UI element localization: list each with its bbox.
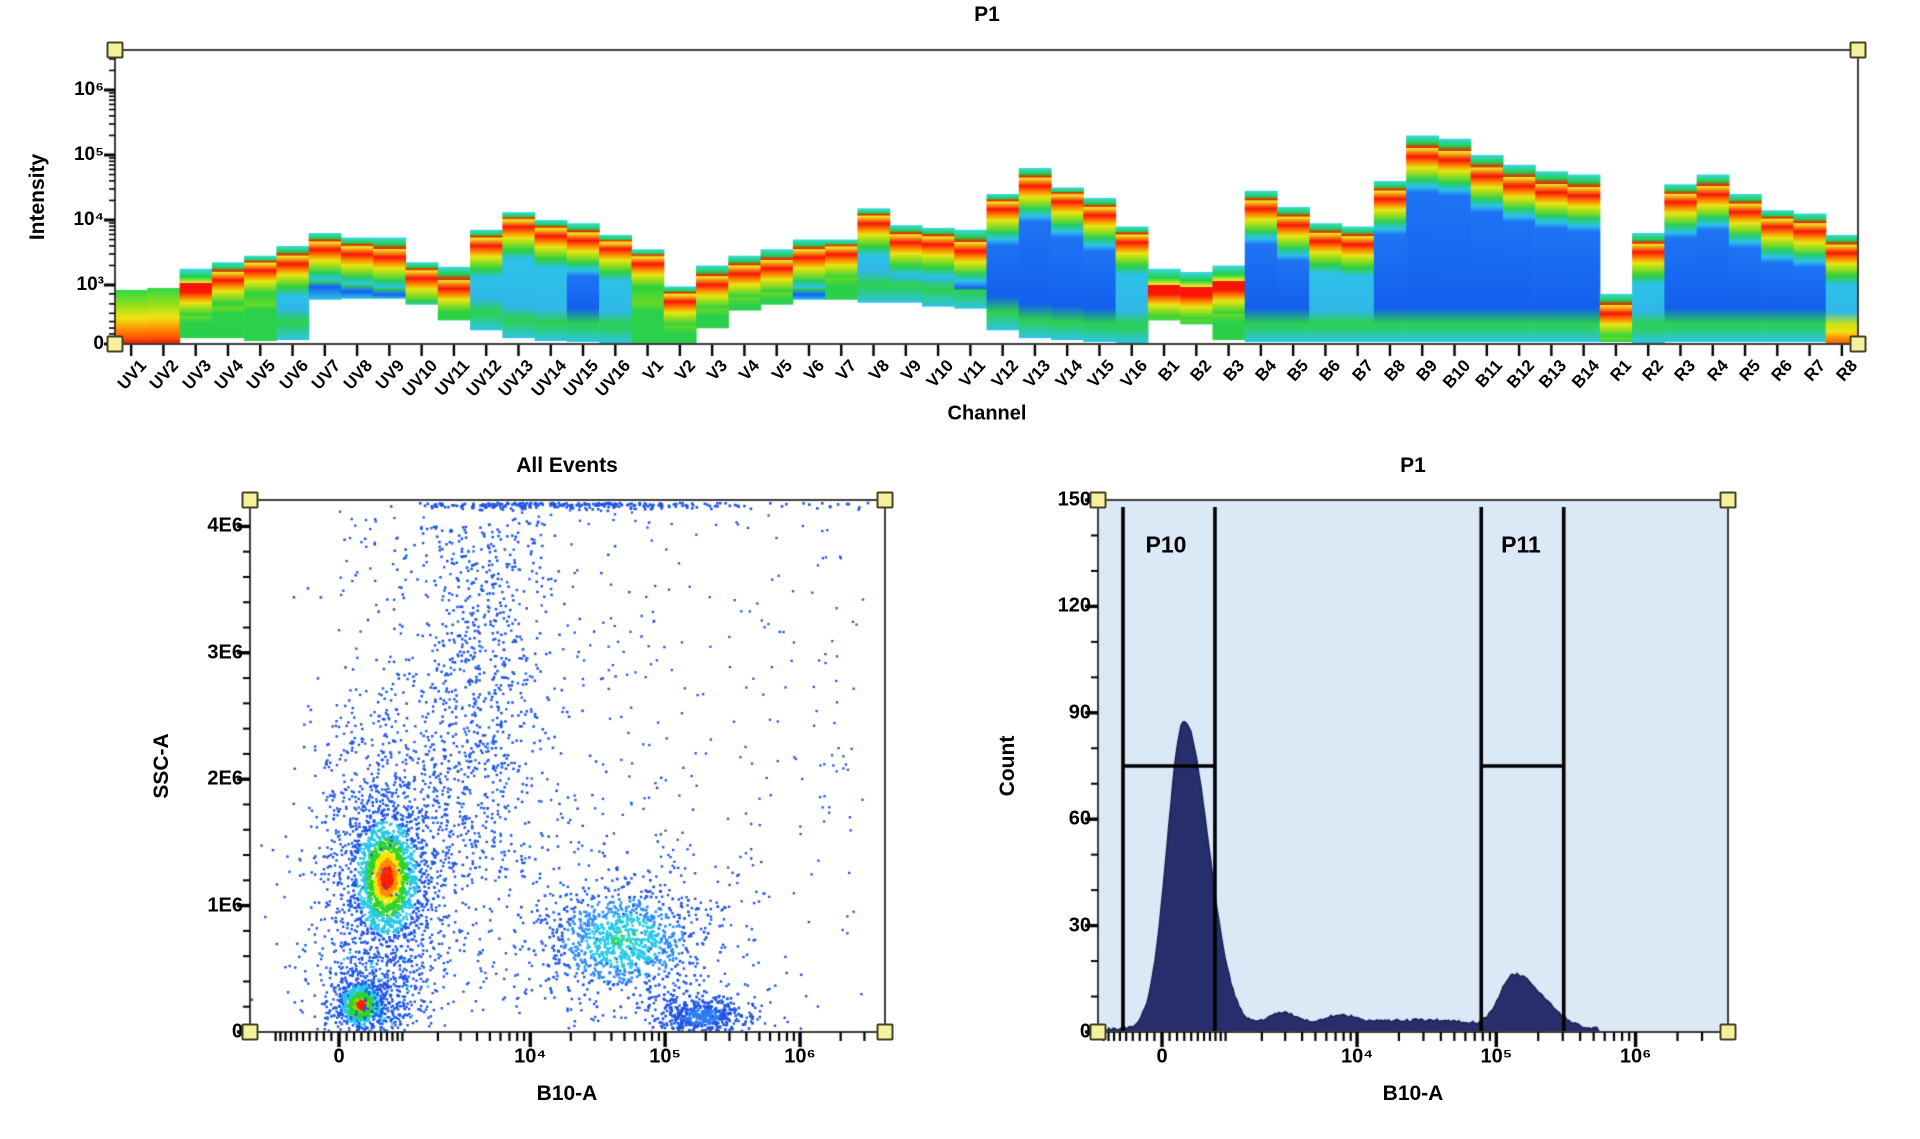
- gate-corner-handle[interactable]: [106, 335, 124, 353]
- spectral-y-tick-label: 10⁵: [73, 144, 104, 165]
- gate-corner-handle[interactable]: [1089, 1023, 1107, 1041]
- gate-label-p10[interactable]: P10: [1145, 531, 1187, 558]
- scatter-title: All Events: [516, 454, 618, 477]
- scatter-x-tick-label: 10⁶: [784, 1045, 816, 1068]
- spectral-y-tick-label: 10³: [76, 274, 104, 295]
- histogram-y-tick-label: 60: [1068, 807, 1091, 830]
- scatter-y-tick-label: 2E6: [207, 767, 243, 790]
- scatter-y-label: SSC-A: [150, 733, 173, 799]
- histogram-y-tick-label: 90: [1068, 701, 1091, 724]
- histogram-y-tick-label: 30: [1068, 914, 1091, 937]
- gate-corner-handle[interactable]: [1719, 491, 1737, 509]
- spectral-y-tick-label: 0: [93, 333, 104, 354]
- histogram-x-tick-label: 10⁵: [1480, 1045, 1513, 1068]
- scatter-y-tick-label: 4E6: [207, 514, 243, 537]
- histogram-y-label: Count: [996, 735, 1019, 797]
- spectral-x-label: Channel: [947, 402, 1027, 425]
- gate-corner-handle[interactable]: [876, 1023, 894, 1041]
- gate-label-p11[interactable]: P11: [1501, 531, 1541, 558]
- scatter-y-tick-label: 1E6: [207, 894, 243, 917]
- gate-corner-handle[interactable]: [1849, 335, 1867, 353]
- scatter-y-tick-label: 0: [231, 1020, 243, 1043]
- scatter-x-tick-label: 0: [333, 1045, 345, 1068]
- histogram-x-tick-label: 10⁶: [1619, 1045, 1652, 1068]
- gate-corner-handle[interactable]: [1719, 1023, 1737, 1041]
- histogram-x-label: B10-A: [1382, 1082, 1444, 1105]
- spectral-y-tick-label: 10⁶: [74, 79, 104, 100]
- histogram-y-tick-label: 0: [1079, 1020, 1091, 1043]
- spectral-y-label: Intensity: [26, 153, 49, 241]
- scatter-y-tick-label: 3E6: [207, 641, 243, 664]
- histogram-y-tick-label: 120: [1057, 594, 1091, 617]
- scatter-x-tick-label: 10⁵: [649, 1045, 681, 1068]
- gate-corner-handle[interactable]: [1849, 41, 1867, 59]
- scatter-x-tick-label: 10⁴: [514, 1045, 547, 1068]
- gate-corner-handle[interactable]: [1089, 491, 1107, 509]
- gate-corner-handle[interactable]: [876, 491, 894, 509]
- spectral-y-tick-label: 10⁴: [73, 209, 104, 230]
- scatter-x-label: B10-A: [536, 1082, 598, 1105]
- histogram-x-tick-label: 0: [1156, 1045, 1168, 1068]
- spectral-title: P1: [974, 3, 1000, 26]
- histogram-y-tick-label: 150: [1057, 488, 1091, 511]
- gate-corner-handle[interactable]: [241, 491, 259, 509]
- histogram-x-tick-label: 10⁴: [1340, 1045, 1374, 1068]
- histogram-title: P1: [1400, 454, 1426, 477]
- gate-corner-handle[interactable]: [241, 1023, 259, 1041]
- gate-corner-handle[interactable]: [106, 41, 124, 59]
